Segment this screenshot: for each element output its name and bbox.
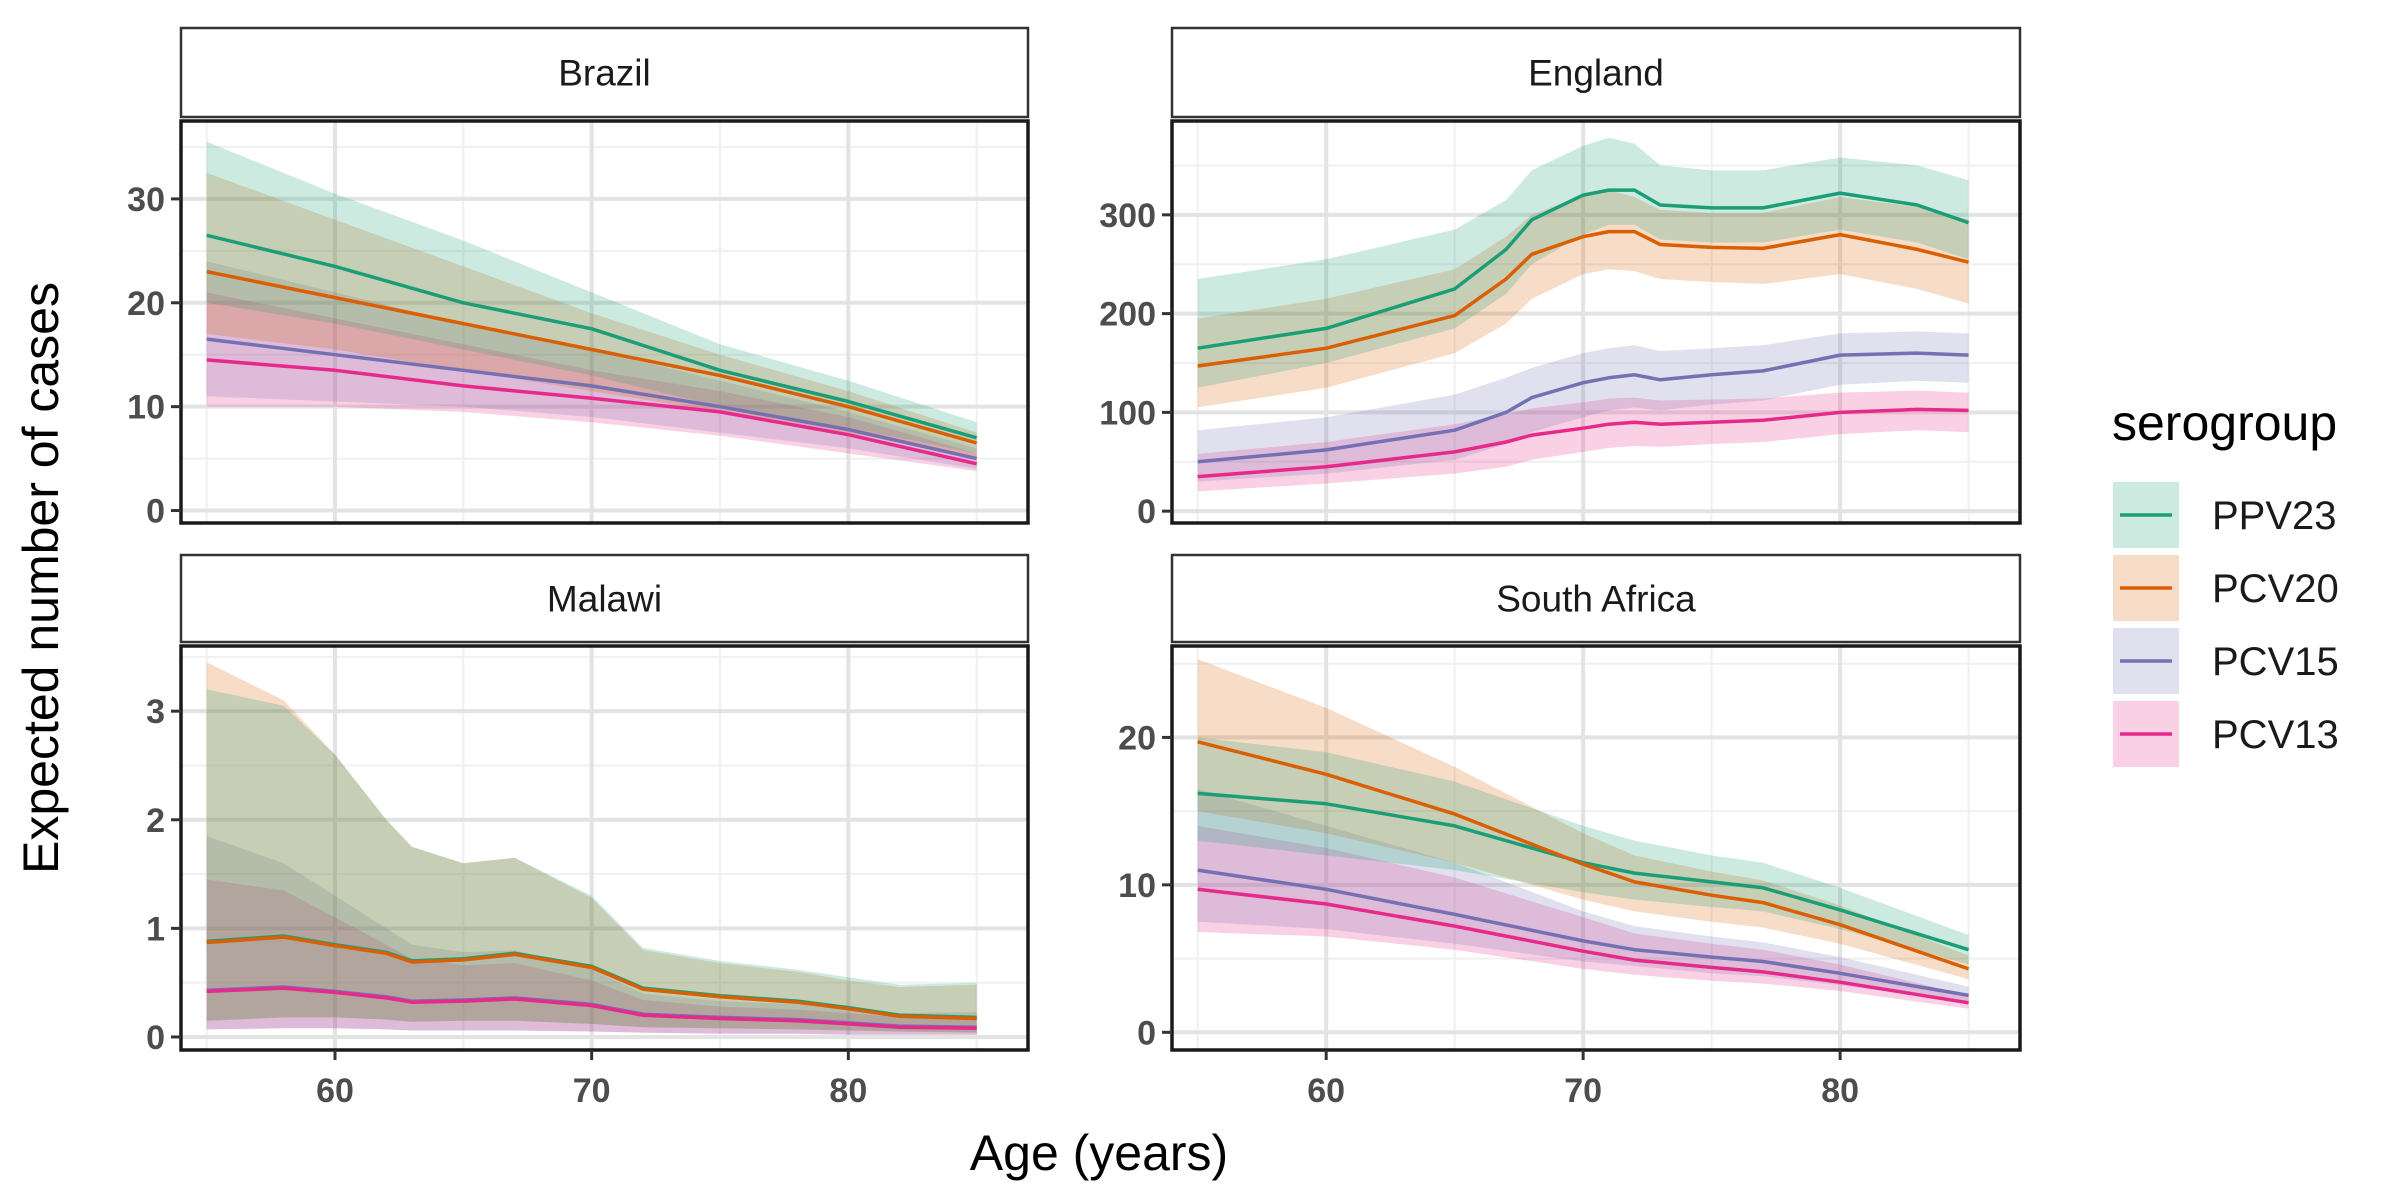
legend: serogroup PPV23 PCV20 PCV15 PCV13 bbox=[2112, 395, 2339, 767]
y-axis-title: Expected number of cases bbox=[13, 282, 69, 874]
x-tick-label: 60 bbox=[316, 1072, 354, 1110]
line-pcv13 bbox=[1197, 407, 1969, 479]
ribbon-pcv13 bbox=[206, 879, 977, 1035]
panel-background bbox=[181, 121, 1028, 523]
strip-label: Malawi bbox=[547, 579, 662, 620]
ribbon-ppv23 bbox=[1197, 137, 1969, 388]
legend-item-pcv13: PCV13 bbox=[2113, 701, 2339, 767]
panel-background bbox=[1172, 121, 2020, 523]
legend-keys: PPV23 PCV20 PCV15 PCV13 bbox=[2113, 482, 2339, 767]
y-tick-label: 10 bbox=[127, 389, 165, 427]
line-pcv20 bbox=[206, 935, 977, 1021]
panel-border bbox=[1170, 119, 2022, 525]
line-pcv13 bbox=[206, 986, 977, 1031]
panel-england: England 0 100 200 300 bbox=[1099, 26, 2022, 531]
strip-background bbox=[1170, 26, 2022, 119]
y-tick-label: 1 bbox=[146, 910, 165, 948]
y-tick-label: 100 bbox=[1099, 394, 1156, 432]
ribbon-pcv15 bbox=[1197, 789, 1969, 1003]
y-tick-label: 3 bbox=[146, 693, 165, 731]
strip-background bbox=[1170, 553, 2022, 644]
y-tick-label: 0 bbox=[146, 1019, 165, 1057]
x-tick-label: 70 bbox=[1564, 1072, 1602, 1110]
panel-background bbox=[1172, 646, 2020, 1050]
x-tick-label: 70 bbox=[573, 1072, 611, 1110]
line-pcv20 bbox=[206, 269, 978, 445]
ribbon-pcv20 bbox=[206, 662, 977, 1033]
panel-south-africa: South Africa 0 10 20 60 70 80 bbox=[1118, 553, 2022, 1110]
y-tick-label: 10 bbox=[1118, 867, 1156, 905]
ribbon-pcv20 bbox=[1197, 659, 1969, 980]
panel-border bbox=[179, 644, 1030, 1052]
y-tick-label: 0 bbox=[1137, 1014, 1156, 1052]
ribbon-ppv23 bbox=[206, 141, 977, 454]
panels-layer: Brazil0102030England0100200300Malawi0123… bbox=[127, 26, 2022, 1110]
legend-item-pcv20: PCV20 bbox=[2113, 555, 2339, 621]
strip-background bbox=[179, 553, 1030, 644]
y-tick-label: 300 bbox=[1099, 197, 1156, 235]
strip-background bbox=[179, 26, 1030, 119]
x-tick-label: 60 bbox=[1307, 1072, 1345, 1110]
line-pcv20 bbox=[1197, 740, 1970, 971]
x-tick-label: 80 bbox=[1821, 1072, 1859, 1110]
y-tick-label: 20 bbox=[1118, 719, 1156, 757]
ribbon-pcv13 bbox=[206, 292, 977, 472]
panel-border bbox=[179, 119, 1030, 525]
ribbon-pcv15 bbox=[206, 836, 977, 1035]
legend-item-ppv23: PPV23 bbox=[2113, 482, 2337, 548]
line-pcv15 bbox=[1197, 868, 1969, 998]
y-tick-label: 30 bbox=[127, 181, 165, 219]
y-tick-label: 2 bbox=[146, 802, 165, 840]
panel-border bbox=[1170, 644, 2022, 1052]
line-pcv20 bbox=[1197, 229, 1970, 368]
x-tick-label: 80 bbox=[829, 1072, 867, 1110]
line-pcv13 bbox=[1197, 887, 1969, 1005]
line-ppv23 bbox=[1197, 791, 1970, 952]
strip-label: Brazil bbox=[558, 53, 651, 94]
line-ppv23 bbox=[1197, 188, 1970, 350]
legend-title: serogroup bbox=[2112, 395, 2337, 451]
strip-label: South Africa bbox=[1496, 579, 1696, 620]
line-pcv15 bbox=[1197, 351, 1969, 464]
line-pcv13 bbox=[206, 358, 978, 466]
panel-brazil: Brazil 0 10 20 30 bbox=[127, 26, 1030, 531]
ribbon-pcv13 bbox=[1197, 390, 1969, 492]
legend-label: PCV15 bbox=[2212, 640, 2339, 684]
y-tick-label: 0 bbox=[1137, 493, 1156, 531]
ribbon-ppv23 bbox=[206, 689, 977, 1033]
y-tick-label: 20 bbox=[127, 285, 165, 323]
legend-label: PPV23 bbox=[2212, 494, 2337, 538]
strip-label: England bbox=[1528, 53, 1664, 94]
panel-malawi: Malawi 0 1 2 3 60 70 80 bbox=[146, 553, 1030, 1110]
legend-item-pcv15: PCV15 bbox=[2113, 628, 2339, 694]
y-tick-label: 0 bbox=[146, 493, 165, 531]
line-pcv15 bbox=[206, 337, 978, 461]
line-ppv23 bbox=[206, 233, 978, 440]
x-axis-title: Age (years) bbox=[970, 1125, 1228, 1181]
legend-label: PCV13 bbox=[2212, 713, 2339, 757]
y-tick-label: 200 bbox=[1099, 296, 1156, 334]
legend-label: PCV20 bbox=[2212, 567, 2339, 611]
